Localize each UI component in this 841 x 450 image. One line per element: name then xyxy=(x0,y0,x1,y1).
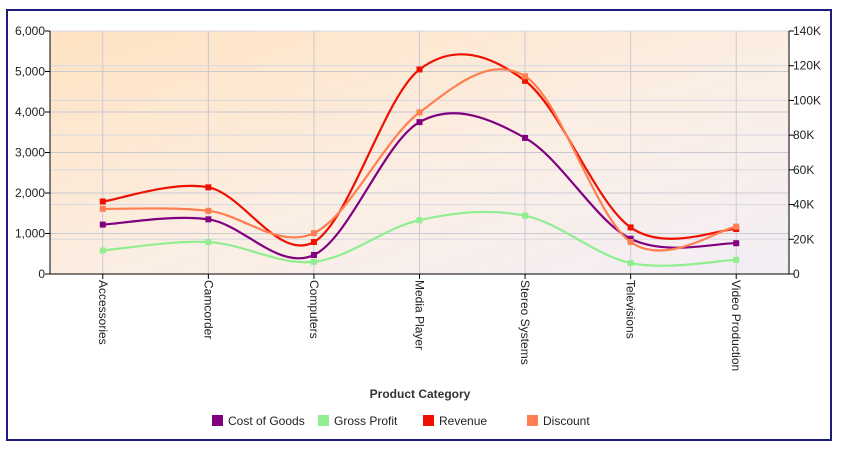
y-axis-right-ticks: 0 20K 40K 60K 80K 100K 120K 140K xyxy=(789,24,821,281)
data-point-gross-profit xyxy=(522,212,529,219)
legend-item-revenue: Revenue xyxy=(423,414,487,428)
legend-swatch xyxy=(212,415,223,426)
data-point-gross-profit xyxy=(205,239,212,246)
data-point-cost-of-goods xyxy=(733,240,740,247)
legend-label: Gross Profit xyxy=(334,414,398,428)
data-point-revenue xyxy=(310,239,317,246)
legend-item-gross-profit: Gross Profit xyxy=(318,414,398,428)
data-point-discount xyxy=(416,109,423,116)
data-point-revenue xyxy=(627,224,634,231)
y-right-tick-label: 80K xyxy=(793,128,814,142)
data-point-discount xyxy=(522,73,529,80)
y-right-tick-label: 0 xyxy=(793,267,800,281)
y-right-tick-label: 60K xyxy=(793,163,814,177)
y-right-tick-label: 40K xyxy=(793,198,814,212)
y-right-tick-label: 120K xyxy=(793,59,821,73)
data-point-revenue xyxy=(416,66,423,73)
data-point-discount xyxy=(733,223,740,230)
y-right-tick-label: 100K xyxy=(793,93,821,107)
legend-label: Cost of Goods xyxy=(228,414,305,428)
y-left-tick-label: 4,000 xyxy=(15,105,45,119)
grid-lines xyxy=(50,30,789,274)
data-point-discount xyxy=(627,239,634,246)
data-point-cost-of-goods xyxy=(522,134,529,141)
legend-label: Discount xyxy=(543,414,590,428)
data-point-gross-profit xyxy=(99,247,106,254)
y-left-tick-label: 0 xyxy=(38,267,45,281)
y-left-tick-label: 1,000 xyxy=(15,227,45,241)
data-point-cost-of-goods xyxy=(205,216,212,223)
y-right-tick-label: 140K xyxy=(793,24,821,38)
legend-item-discount: Discount xyxy=(527,414,590,428)
x-tick-label: Computers xyxy=(307,280,321,339)
y-left-tick-label: 6,000 xyxy=(15,24,45,38)
legend-swatch xyxy=(318,415,329,426)
y-left-tick-label: 3,000 xyxy=(15,146,45,160)
y-left-tick-label: 2,000 xyxy=(15,186,45,200)
data-point-cost-of-goods xyxy=(99,221,106,228)
x-tick-label: Televisions xyxy=(624,280,638,339)
data-point-discount xyxy=(205,207,212,214)
y-axis-left-ticks: 0 1,000 2,000 3,000 4,000 5,000 6,000 xyxy=(15,24,50,281)
data-point-discount xyxy=(99,205,106,212)
y-left-tick-label: 5,000 xyxy=(15,65,45,79)
x-tick-label: Media Player xyxy=(413,280,427,350)
series-discount xyxy=(99,68,740,252)
x-axis-ticks: Accessories Camcorder Computers Media Playe… xyxy=(96,274,743,371)
data-point-cost-of-goods xyxy=(310,251,317,258)
x-tick-label: Camcorder xyxy=(201,280,215,339)
data-point-gross-profit xyxy=(733,256,740,263)
data-point-gross-profit xyxy=(310,258,317,265)
legend-label: Revenue xyxy=(439,414,487,428)
x-tick-label: Video Production xyxy=(729,280,743,371)
y-right-tick-label: 20K xyxy=(793,232,814,246)
data-point-cost-of-goods xyxy=(627,235,634,242)
series-revenue xyxy=(99,53,740,247)
legend-swatch xyxy=(527,415,538,426)
legend: Cost of Goods Gross Profit Revenue Discount xyxy=(212,414,590,428)
series-gross-profit xyxy=(99,210,740,267)
series-cost-of-goods xyxy=(99,112,740,260)
x-tick-label: Stereo Systems xyxy=(518,280,532,365)
data-point-revenue xyxy=(99,198,106,205)
x-axis-title: Product Category xyxy=(370,387,471,401)
x-tick-label: Accessories xyxy=(96,280,110,345)
data-point-revenue xyxy=(205,184,212,191)
data-point-cost-of-goods xyxy=(416,119,423,126)
data-point-gross-profit xyxy=(627,260,634,267)
series-group xyxy=(99,53,740,267)
legend-item-cost-of-goods: Cost of Goods xyxy=(212,414,305,428)
legend-swatch xyxy=(423,415,434,426)
data-point-gross-profit xyxy=(416,217,423,224)
data-point-revenue xyxy=(522,77,529,84)
data-point-discount xyxy=(310,230,317,237)
